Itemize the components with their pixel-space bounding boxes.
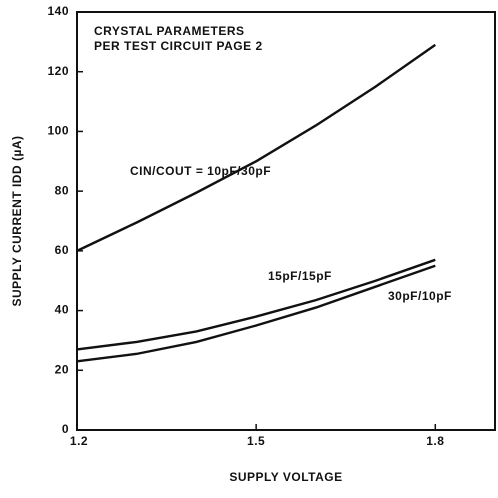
y-tick-label: 60: [55, 243, 69, 257]
y-tick-label: 0: [62, 422, 69, 436]
y-tick-label: 80: [55, 183, 69, 197]
series-label: CIN/COUT = 10pF/30pF: [130, 164, 271, 178]
series-label: 15pF/15pF: [268, 269, 332, 283]
y-tick-label: 40: [55, 303, 69, 317]
x-axis-label: SUPPLY VOLTAGE: [229, 470, 342, 484]
y-axis-label: SUPPLY CURRENT IDD (µA): [10, 135, 24, 306]
y-tick-label: 120: [47, 64, 69, 78]
line-series: [76, 264, 436, 363]
y-tick-label: 100: [47, 124, 69, 138]
series-label: 30pF/10pF: [388, 289, 452, 303]
line-series: [76, 258, 436, 351]
y-tick-label: 20: [55, 362, 69, 376]
y-tick-label: 140: [47, 4, 69, 18]
annotation: CRYSTAL PARAMETERS: [94, 24, 245, 38]
line-series: [76, 43, 436, 252]
annotation: PER TEST CIRCUIT PAGE 2: [94, 39, 263, 53]
plot-frame: [76, 11, 496, 431]
x-tick-label: 1.5: [247, 434, 265, 448]
x-tick-label: 1.2: [70, 434, 88, 448]
x-tick-label: 1.8: [426, 434, 444, 448]
